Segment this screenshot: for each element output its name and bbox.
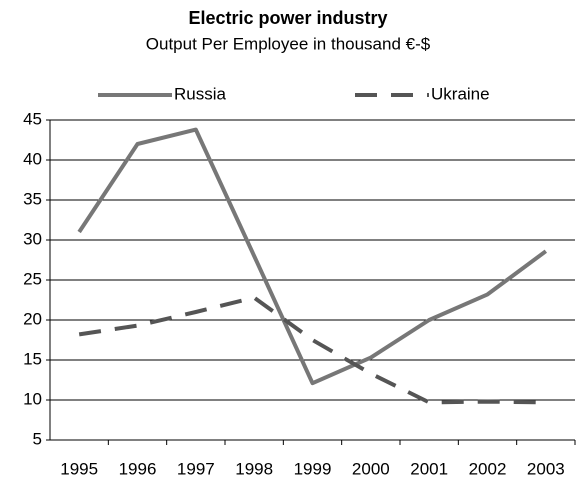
y-tick-label: 35 — [23, 189, 42, 208]
x-tick-label: 1995 — [60, 459, 98, 478]
x-tick-label: 2000 — [352, 459, 390, 478]
x-tick-label: 1999 — [294, 459, 332, 478]
legend-label: Ukraine — [431, 84, 490, 103]
series-line — [77, 127, 548, 386]
x-tick-label: 2003 — [527, 459, 565, 478]
y-tick-label: 25 — [23, 269, 42, 288]
y-tick-label: 45 — [23, 109, 42, 128]
chart-subtitle: Output Per Employee in thousand €-$ — [146, 34, 431, 53]
chart-title: Electric power industry — [188, 8, 387, 28]
x-tick-label: 2001 — [410, 459, 448, 478]
legend-label: Russia — [174, 84, 227, 103]
series-line — [78, 295, 546, 405]
y-tick-label: 20 — [23, 309, 42, 328]
x-tick-label: 1996 — [119, 459, 157, 478]
x-tick-label: 1997 — [177, 459, 215, 478]
y-tick-label: 10 — [23, 389, 42, 408]
y-tick-label: 15 — [23, 349, 42, 368]
y-tick-label: 30 — [23, 229, 42, 248]
y-tick-label: 5 — [33, 429, 42, 448]
x-tick-label: 1998 — [235, 459, 273, 478]
x-tick-label: 2002 — [469, 459, 507, 478]
y-tick-label: 40 — [23, 149, 42, 168]
